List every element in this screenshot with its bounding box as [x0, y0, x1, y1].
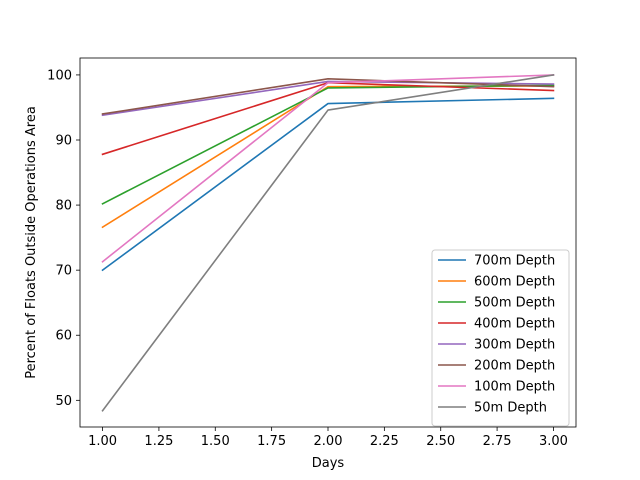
y-tick-label: 50 [55, 394, 72, 409]
y-tick-label: 100 [47, 68, 72, 83]
legend-label: 700m Depth [474, 254, 555, 269]
x-tick-label: 1.50 [201, 434, 230, 449]
y-tick-label: 80 [55, 199, 72, 214]
legend-label: 300m Depth [474, 338, 555, 353]
plot-area [79, 57, 577, 428]
x-tick-label: 2.25 [370, 434, 399, 449]
y-axis: 50 60 70 80 90 100 [47, 68, 80, 409]
legend-label: 600m Depth [474, 275, 555, 290]
series-line-5 [101, 78, 555, 115]
x-tick-label: 2.50 [426, 434, 455, 449]
x-tick-label: 2.75 [483, 434, 512, 449]
x-tick-label: 2.00 [314, 434, 343, 449]
legend-box [431, 249, 570, 427]
x-tick-label: 1.00 [88, 434, 117, 449]
legend-label: 400m Depth [474, 317, 555, 332]
y-tick-label: 60 [55, 329, 72, 344]
y-axis-label: Percent of Floats Outside Operations Are… [24, 106, 39, 379]
legend-label: 200m Depth [474, 359, 555, 374]
series-lines [101, 74, 555, 412]
x-tick-label: 3.00 [539, 434, 568, 449]
series-line-6 [101, 74, 555, 263]
x-tick-label: 1.75 [257, 434, 286, 449]
x-axis: 1.00 1.25 1.50 1.75 2.00 2.25 2.50 2.75 3.00 [88, 427, 568, 449]
legend-label: 500m Depth [474, 296, 555, 311]
legend-label: 100m Depth [474, 380, 555, 395]
x-axis-label: Days [312, 456, 345, 471]
series-line-0 [101, 97, 555, 272]
legend: 700m Depth 600m Depth 500m Depth 400m Depth… [431, 249, 570, 427]
series-line-7 [101, 74, 555, 412]
legend-label: 50m Depth [474, 401, 547, 416]
x-tick-label: 1.25 [144, 434, 173, 449]
y-tick-label: 70 [55, 264, 72, 279]
series-line-4 [101, 80, 555, 117]
y-tick-label: 90 [55, 134, 72, 149]
